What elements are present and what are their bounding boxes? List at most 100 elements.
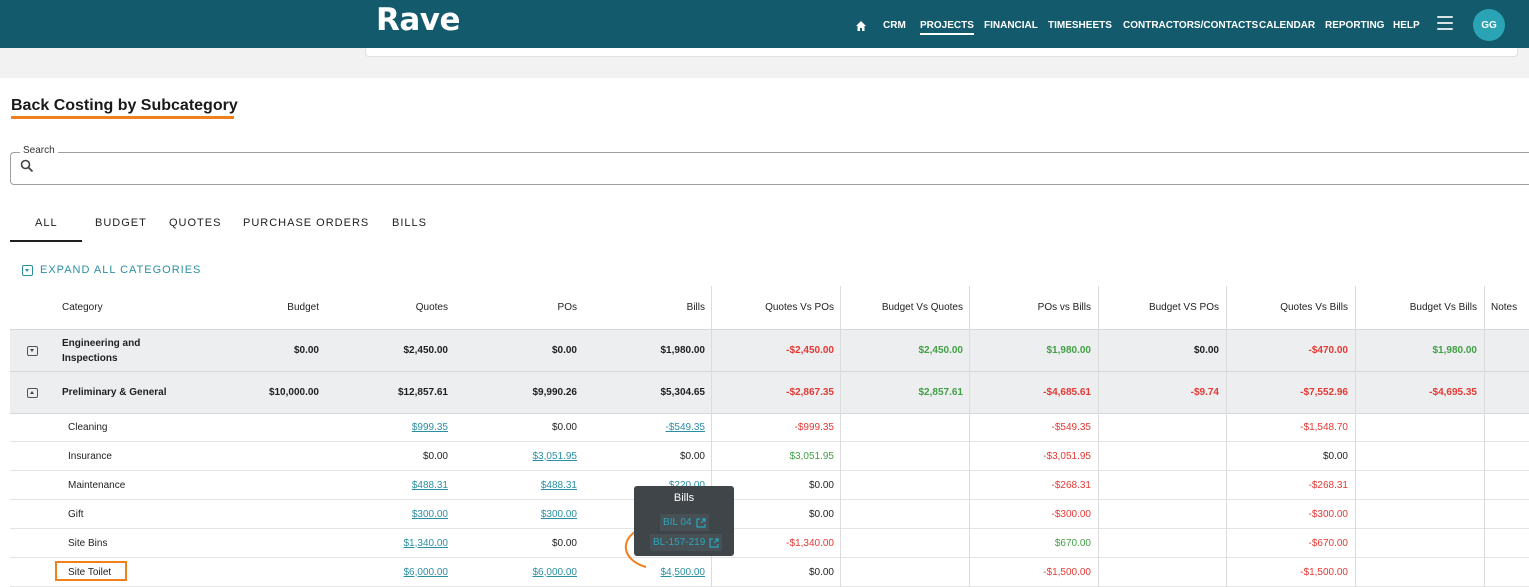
quotes-link[interactable]: $488.31: [411, 479, 448, 491]
tab-quotes[interactable]: QUOTES: [169, 217, 222, 229]
tooltip-title: Bills: [673, 492, 695, 504]
pos-value: $0.00: [551, 537, 577, 549]
col-budget-vs-quotes[interactable]: Budget Vs Quotes: [881, 302, 963, 313]
bills-link[interactable]: $220.00: [668, 479, 705, 491]
cat-quotes-vs-pos: -$2,450.00: [786, 345, 834, 356]
expand-toggle[interactable]: [27, 330, 38, 371]
cat-budget-vs-quotes: $2,857.61: [918, 387, 964, 398]
pos-vs-bills: -$549.35: [1051, 421, 1091, 433]
subcategory-name: Site Bins: [68, 537, 108, 549]
quotes-link[interactable]: $6,000.00: [403, 566, 449, 578]
quotes-vs-pos: $0.00: [808, 508, 834, 520]
nav-timesheets[interactable]: TIMESHEETS: [1048, 20, 1112, 31]
expand-all-button[interactable]: EXPAND ALL CATEGORIES: [22, 264, 201, 276]
cat-budget-vs-quotes: $2,450.00: [918, 345, 964, 356]
pos-link[interactable]: $6,000.00: [532, 566, 578, 578]
quotes-link[interactable]: $1,340.00: [403, 537, 449, 549]
col-pos[interactable]: POs: [557, 302, 577, 313]
cat-bills: $5,304.65: [660, 387, 706, 398]
quotes-vs-bills: -$1,548.70: [1300, 421, 1348, 433]
nav-calendar[interactable]: CALENDAR: [1259, 20, 1316, 31]
nav-reporting[interactable]: REPORTING: [1325, 20, 1385, 31]
app-logo[interactable]: Rave: [376, 2, 461, 38]
cat-pos: $0.00: [551, 345, 577, 356]
nav-financial[interactable]: FINANCIAL: [984, 20, 1038, 31]
cat-budget: $10,000.00: [268, 387, 319, 398]
user-avatar[interactable]: GG: [1473, 9, 1505, 41]
tab-budget[interactable]: BUDGET: [95, 217, 147, 229]
quotes-value: $0.00: [422, 450, 448, 462]
nav-projects[interactable]: PROJECTS: [920, 20, 974, 35]
pos-value: $0.00: [551, 421, 577, 433]
nav-contractors-contacts[interactable]: CONTRACTORS/CONTACTS: [1123, 20, 1259, 31]
pos-link[interactable]: $3,051.95: [532, 450, 578, 462]
table-header: Category Budget Quotes POs Bills Quotes …: [10, 286, 1529, 329]
cat-quotes: $12,857.61: [397, 387, 448, 398]
active-tab-indicator: [10, 240, 82, 242]
subcategory-name: Cleaning: [68, 421, 108, 433]
category-row[interactable]: Preliminary & General $10,000.00 $12,857…: [10, 371, 1529, 414]
bill-link-label: BL-157-219: [653, 537, 706, 548]
pos-link[interactable]: $488.31: [540, 479, 577, 491]
search-icon: [20, 159, 34, 173]
quotes-vs-pos: -$999.35: [794, 421, 834, 433]
page-title: Back Costing by Subcategory: [11, 97, 238, 114]
table-row: Site Toilet $6,000.00 $6,000.00 $4,500.0…: [10, 558, 1529, 587]
quotes-link[interactable]: $300.00: [411, 508, 448, 520]
pos-link[interactable]: $300.00: [540, 508, 577, 520]
subcategory-name: Insurance: [68, 450, 112, 462]
tab-all[interactable]: ALL: [35, 217, 58, 229]
cat-quotes-vs-pos: -$2,867.35: [786, 387, 834, 398]
nav-crm[interactable]: CRM: [883, 20, 906, 31]
col-quotes-vs-bills[interactable]: Quotes Vs Bills: [1280, 302, 1348, 313]
col-quotes-vs-pos[interactable]: Quotes Vs POs: [765, 302, 834, 313]
bills-value: $0.00: [679, 450, 705, 462]
cat-budget-vs-bills: $1,980.00: [1432, 345, 1478, 356]
col-notes[interactable]: Notes: [1491, 302, 1518, 313]
col-budget-vs-bills[interactable]: Budget Vs Bills: [1409, 302, 1477, 313]
table-row: Site Bins $1,340.00 $0.00 -$1,340.00 $67…: [10, 529, 1529, 558]
chevron-down-icon: [27, 345, 38, 356]
bill-link-label: BIL 04: [663, 517, 692, 528]
quotes-link[interactable]: $999.35: [411, 421, 448, 433]
column-divider: [840, 286, 841, 587]
nav-help[interactable]: HELP: [1393, 20, 1420, 31]
column-divider: [1226, 286, 1227, 587]
category-row[interactable]: Engineering and Inspections $0.00 $2,450…: [10, 329, 1529, 371]
chevron-up-icon: [27, 387, 38, 398]
bills-tooltip: Bills BIL 04 BL-157-219: [634, 486, 734, 556]
bills-link[interactable]: -$549.35: [665, 421, 705, 433]
col-quotes[interactable]: Quotes: [415, 302, 448, 313]
sub-header: [0, 48, 1529, 78]
cat-quotes-vs-bills: -$7,552.96: [1300, 387, 1348, 398]
cat-pos: $9,990.26: [532, 387, 578, 398]
tab-purchase-orders[interactable]: PURCHASE ORDERS: [243, 217, 370, 229]
bill-link-bil-04[interactable]: BIL 04: [660, 514, 709, 531]
cat-budget-vs-pos: $0.00: [1193, 345, 1219, 356]
category-name: Preliminary & General: [62, 387, 167, 398]
bill-link-bl-157-219[interactable]: BL-157-219: [650, 534, 723, 551]
collapse-toggle[interactable]: [27, 372, 38, 413]
quotes-vs-bills: -$1,500.00: [1300, 566, 1348, 578]
site-toilet-highlight: [55, 561, 127, 581]
bills-link[interactable]: $4,500.00: [660, 566, 706, 578]
table-row: Cleaning $999.35 $0.00 -$549.35 -$999.35…: [10, 413, 1529, 442]
table-row: Gift $300.00 $300.00 $0.00 -$300.00 -$30…: [10, 500, 1529, 529]
project-card: [365, 48, 1518, 57]
column-divider: [969, 286, 970, 587]
quotes-vs-pos: $0.00: [808, 479, 834, 491]
home-icon[interactable]: [855, 20, 867, 32]
tab-bills[interactable]: BILLS: [392, 217, 427, 229]
quotes-vs-bills: -$670.00: [1308, 537, 1348, 549]
table-row: Insurance $0.00 $3,051.95 $0.00 $3,051.9…: [10, 442, 1529, 471]
col-bills[interactable]: Bills: [686, 302, 705, 313]
quotes-vs-pos: $0.00: [808, 566, 834, 578]
column-divider: [1484, 286, 1485, 587]
menu-icon[interactable]: [1437, 16, 1453, 30]
cat-budget-vs-pos: -$9.74: [1190, 387, 1219, 398]
col-budget-vs-pos[interactable]: Budget VS POs: [1148, 302, 1219, 313]
search-input[interactable]: [10, 152, 1529, 185]
col-budget[interactable]: Budget: [287, 302, 319, 313]
col-category[interactable]: Category: [62, 302, 103, 313]
col-pos-vs-bills[interactable]: POs vs Bills: [1037, 302, 1091, 313]
